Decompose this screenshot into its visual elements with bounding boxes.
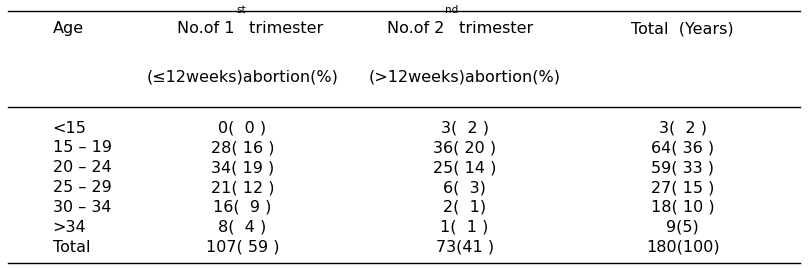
Text: 28( 16 ): 28( 16 ): [211, 140, 274, 155]
Text: 180(100): 180(100): [646, 240, 720, 255]
Text: 3(  2 ): 3( 2 ): [440, 121, 489, 136]
Text: (>12weeks)abortion(%): (>12weeks)abortion(%): [368, 70, 561, 85]
Text: 8(  4 ): 8( 4 ): [218, 220, 267, 235]
Text: 73(41 ): 73(41 ): [436, 240, 494, 255]
Text: trimester: trimester: [244, 21, 323, 36]
Text: 59( 33 ): 59( 33 ): [651, 160, 714, 175]
Text: 107( 59 ): 107( 59 ): [206, 240, 279, 255]
Text: Total: Total: [53, 240, 90, 255]
Text: 64( 36 ): 64( 36 ): [651, 140, 714, 155]
Text: 20 – 24: 20 – 24: [53, 160, 112, 175]
Text: No.of 2: No.of 2: [387, 21, 444, 36]
Text: (≤12weeks)abortion(%): (≤12weeks)abortion(%): [146, 70, 339, 85]
Text: 25 – 29: 25 – 29: [53, 180, 112, 195]
Text: 34( 19 ): 34( 19 ): [211, 160, 274, 175]
Text: No.of 1: No.of 1: [177, 21, 234, 36]
Text: 0(  0 ): 0( 0 ): [218, 121, 267, 136]
Text: trimester: trimester: [454, 21, 533, 36]
Text: 21( 12 ): 21( 12 ): [211, 180, 274, 195]
Text: 15 – 19: 15 – 19: [53, 140, 112, 155]
Text: Total  (Years): Total (Years): [631, 21, 734, 36]
Text: nd: nd: [445, 5, 458, 15]
Text: 1(  1 ): 1( 1 ): [440, 220, 489, 235]
Text: 18( 10 ): 18( 10 ): [651, 200, 714, 215]
Text: 27( 15 ): 27( 15 ): [651, 180, 714, 195]
Text: 9(5): 9(5): [667, 220, 699, 235]
Text: 36( 20 ): 36( 20 ): [433, 140, 496, 155]
Text: 2(  1): 2( 1): [443, 200, 486, 215]
Text: 30 – 34: 30 – 34: [53, 200, 111, 215]
Text: 6(  3): 6( 3): [443, 180, 486, 195]
Text: st: st: [236, 5, 246, 15]
Text: 16(  9 ): 16( 9 ): [213, 200, 271, 215]
Text: 25( 14 ): 25( 14 ): [433, 160, 496, 175]
Text: Age: Age: [53, 21, 84, 36]
Text: <15: <15: [53, 121, 86, 136]
Text: 3(  2 ): 3( 2 ): [659, 121, 707, 136]
Text: >34: >34: [53, 220, 86, 235]
